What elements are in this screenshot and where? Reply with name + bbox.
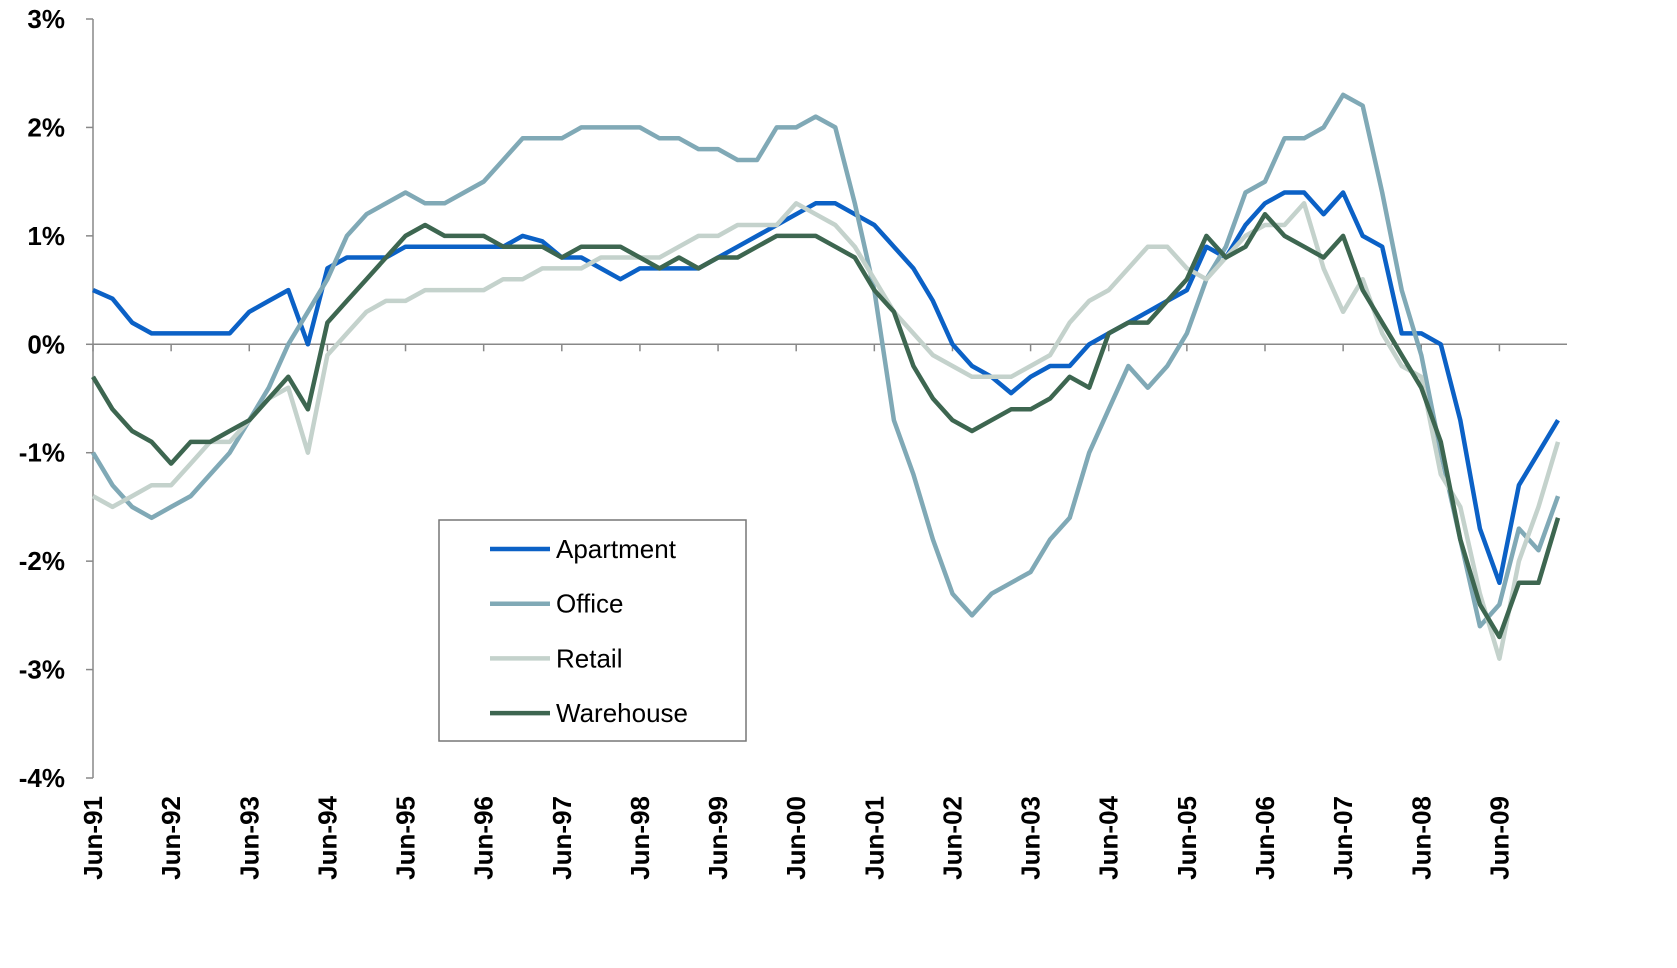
y-tick-label: 1% xyxy=(27,221,65,251)
x-tick-label: Jun-04 xyxy=(1094,795,1124,879)
x-tick-label: Jun-01 xyxy=(859,796,889,880)
x-tick-label: Jun-92 xyxy=(156,796,186,880)
y-tick-label: 0% xyxy=(27,329,65,359)
series-line xyxy=(91,211,1561,640)
x-tick-label: Jun-08 xyxy=(1406,796,1436,880)
x-tick-label: Jun-03 xyxy=(1016,796,1046,880)
y-tick-label: 3% xyxy=(27,4,65,34)
x-tick-label: Jun-09 xyxy=(1484,796,1514,880)
x-tick-label: Jun-96 xyxy=(469,796,499,880)
x-tick-label: Jun-07 xyxy=(1328,796,1358,880)
legend-label: Apartment xyxy=(556,534,677,564)
x-tick-label: Jun-99 xyxy=(703,796,733,880)
legend-label: Retail xyxy=(556,643,622,673)
x-tick-label: Jun-05 xyxy=(1172,796,1202,880)
x-tick-label: Jun-97 xyxy=(547,796,577,880)
legend-label: Warehouse xyxy=(556,698,688,728)
y-tick-label: 2% xyxy=(27,112,65,142)
x-tick-label: Jun-02 xyxy=(937,796,967,880)
legend-label: Office xyxy=(556,589,623,619)
legend-box xyxy=(438,519,747,742)
x-tick-label: Jun-91 xyxy=(78,796,108,880)
y-tick-label: -3% xyxy=(19,655,65,685)
x-tick-label: Jun-93 xyxy=(234,796,264,880)
x-tick-label: Jun-00 xyxy=(781,796,811,880)
series-line xyxy=(91,92,1561,629)
y-tick-label: -2% xyxy=(19,546,65,576)
y-tick-label: -4% xyxy=(19,763,65,793)
x-tick-label: Jun-98 xyxy=(625,796,655,880)
series-line xyxy=(91,201,1561,661)
x-tick-label: Jun-06 xyxy=(1250,796,1280,880)
x-tick-label: Jun-95 xyxy=(391,796,421,880)
y-tick-label: -1% xyxy=(19,438,65,468)
x-tick-label: Jun-94 xyxy=(312,795,342,879)
